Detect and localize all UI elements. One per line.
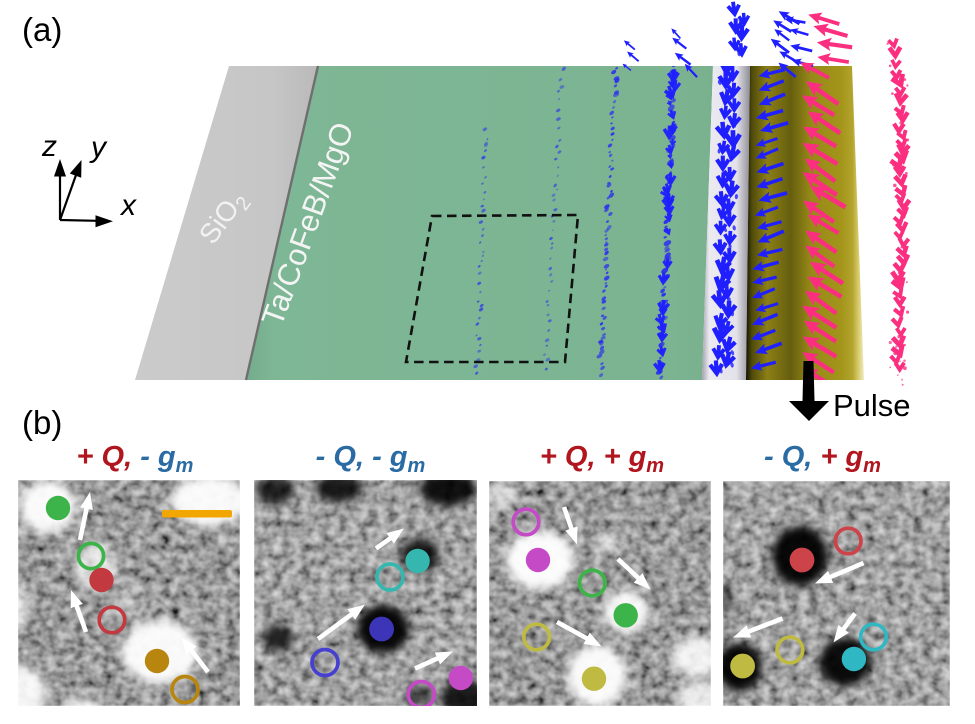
svg-text:y: y bbox=[89, 131, 108, 164]
svg-text:z: z bbox=[41, 130, 57, 163]
svg-text:x: x bbox=[119, 189, 137, 222]
